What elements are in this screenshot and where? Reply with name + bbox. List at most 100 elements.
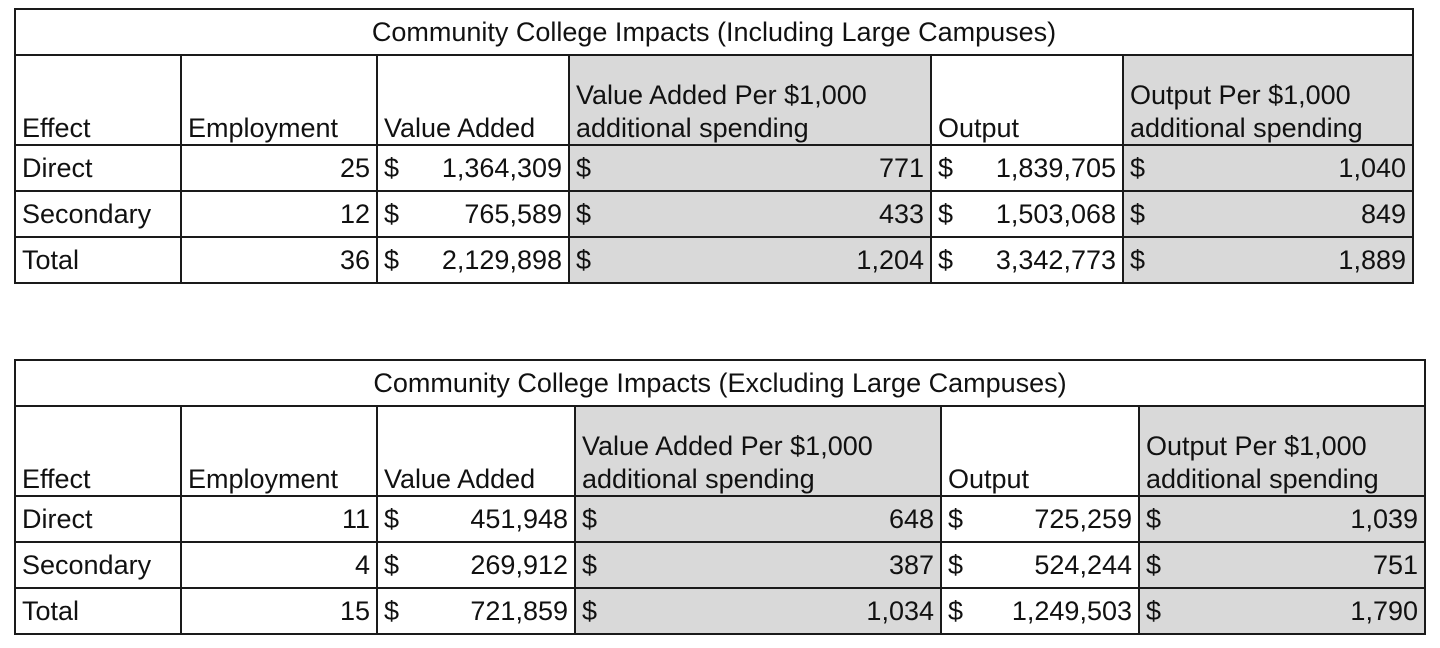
cell-output: $1,839,705 [930, 144, 1124, 192]
amount: 1,839,705 [995, 152, 1116, 183]
table-title: Community College Impacts (Excluding Lar… [14, 359, 1426, 407]
cell-value-added-per-1000: $771 [568, 144, 932, 192]
cell-employment: 25 [180, 144, 378, 192]
cell-effect: Direct [14, 144, 182, 192]
table-row: Secondary 12 $765,589 $433 $1,503,068 $8… [14, 190, 1414, 238]
header-value-added-per-1000: Value Added Per $1,000 additional spendi… [568, 54, 932, 146]
cell-output-per-1000: $1,039 [1138, 495, 1426, 543]
amount: 725,259 [1034, 503, 1132, 534]
currency-symbol: $ [1130, 152, 1146, 183]
cell-effect: Total [14, 236, 182, 284]
currency-symbol: $ [938, 152, 954, 183]
amount: 1,889 [1338, 244, 1406, 275]
cell-value-added: $451,948 [376, 495, 576, 543]
cell-value-added-per-1000: $433 [568, 190, 932, 238]
currency-symbol: $ [938, 198, 954, 229]
currency-symbol: $ [384, 244, 400, 275]
cell-output: $725,259 [940, 495, 1140, 543]
currency-symbol: $ [582, 503, 598, 534]
currency-symbol: $ [384, 549, 400, 580]
table-title: Community College Impacts (Including Lar… [14, 8, 1414, 56]
header-value-added: Value Added [376, 54, 570, 146]
table-row: Direct 11 $451,948 $648 $725,259 $1,039 [14, 495, 1426, 543]
amount: 648 [888, 503, 934, 534]
currency-symbol: $ [384, 152, 400, 183]
table-row: Total 36 $2,129,898 $1,204 $3,342,773 $1… [14, 236, 1414, 284]
header-line-1: Value Added Per $1,000 [576, 80, 867, 111]
cell-value-added: $269,912 [376, 541, 576, 589]
currency-symbol: $ [1130, 198, 1146, 229]
cell-effect: Secondary [14, 541, 182, 589]
header-value-added-per-1000: Value Added Per $1,000 additional spendi… [574, 405, 942, 497]
cell-effect: Total [14, 587, 182, 635]
currency-symbol: $ [948, 549, 964, 580]
currency-symbol: $ [938, 244, 954, 275]
cell-output-per-1000: $849 [1122, 190, 1414, 238]
cell-employment: 11 [180, 495, 378, 543]
header-line-2: additional spending [1146, 463, 1379, 494]
amount: 1,204 [856, 244, 924, 275]
header-effect: Effect [14, 54, 182, 146]
header-output: Output [940, 405, 1140, 497]
cell-value-added: $721,859 [376, 587, 576, 635]
table-row: Direct 25 $1,364,309 $771 $1,839,705 $1,… [14, 144, 1414, 192]
cell-value-added: $2,129,898 [376, 236, 570, 284]
amount: 1,034 [866, 595, 934, 626]
cell-value-added: $1,364,309 [376, 144, 570, 192]
cell-effect: Direct [14, 495, 182, 543]
table-row: Total 15 $721,859 $1,034 $1,249,503 $1,7… [14, 587, 1426, 635]
cell-output: $1,249,503 [940, 587, 1140, 635]
cell-value-added-per-1000: $387 [574, 541, 942, 589]
cell-output: $1,503,068 [930, 190, 1124, 238]
currency-symbol: $ [1146, 595, 1162, 626]
header-line-2: additional spending [576, 112, 809, 143]
amount: 1,364,309 [441, 152, 562, 183]
header-line-1: Output Per $1,000 [1146, 431, 1367, 462]
currency-symbol: $ [576, 198, 592, 229]
currency-symbol: $ [1146, 549, 1162, 580]
amount: 3,342,773 [995, 244, 1116, 275]
currency-symbol: $ [948, 595, 964, 626]
cell-employment: 4 [180, 541, 378, 589]
header-line-1: Output Per $1,000 [1130, 80, 1351, 111]
cell-output: $3,342,773 [930, 236, 1124, 284]
header-value-added: Value Added [376, 405, 576, 497]
currency-symbol: $ [384, 595, 400, 626]
table-row: Secondary 4 $269,912 $387 $524,244 $751 [14, 541, 1426, 589]
amount: 765,589 [464, 198, 562, 229]
header-output-per-1000: Output Per $1,000 additional spending [1122, 54, 1414, 146]
cell-employment: 36 [180, 236, 378, 284]
currency-symbol: $ [582, 549, 598, 580]
cell-output-per-1000: $1,040 [1122, 144, 1414, 192]
impact-table-including-large-campuses: Community College Impacts (Including Lar… [14, 8, 1414, 284]
currency-symbol: $ [582, 595, 598, 626]
currency-symbol: $ [576, 152, 592, 183]
cell-value-added-per-1000: $648 [574, 495, 942, 543]
currency-symbol: $ [384, 198, 400, 229]
amount: 771 [878, 152, 924, 183]
cell-employment: 12 [180, 190, 378, 238]
cell-effect: Secondary [14, 190, 182, 238]
amount: 1,249,503 [1011, 595, 1132, 626]
header-effect: Effect [14, 405, 182, 497]
header-employment: Employment [180, 54, 378, 146]
amount: 2,129,898 [441, 244, 562, 275]
header-employment: Employment [180, 405, 378, 497]
header-output: Output [930, 54, 1124, 146]
currency-symbol: $ [384, 503, 400, 534]
amount: 387 [888, 549, 934, 580]
currency-symbol: $ [1146, 503, 1162, 534]
amount: 1,039 [1350, 503, 1418, 534]
cell-output-per-1000: $1,889 [1122, 236, 1414, 284]
header-line-2: additional spending [582, 463, 815, 494]
amount: 269,912 [470, 549, 568, 580]
amount: 451,948 [470, 503, 568, 534]
cell-output-per-1000: $751 [1138, 541, 1426, 589]
amount: 524,244 [1034, 549, 1132, 580]
header-output-per-1000: Output Per $1,000 additional spending [1138, 405, 1426, 497]
cell-employment: 15 [180, 587, 378, 635]
amount: 1,790 [1350, 595, 1418, 626]
currency-symbol: $ [576, 244, 592, 275]
cell-output-per-1000: $1,790 [1138, 587, 1426, 635]
currency-symbol: $ [948, 503, 964, 534]
